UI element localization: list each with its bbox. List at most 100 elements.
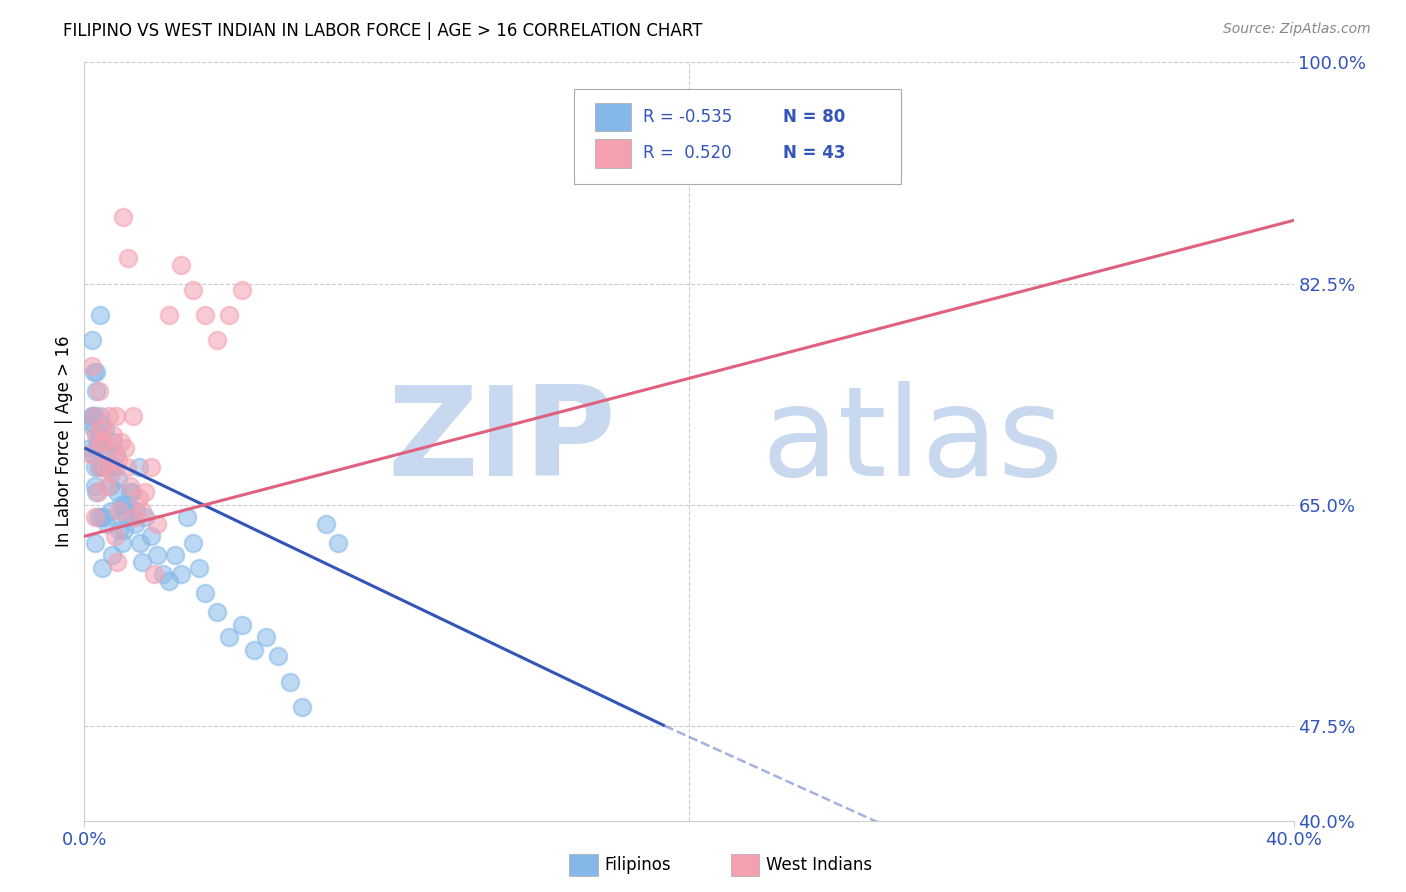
Point: [111, 535, 134, 549]
Point: [86, 365, 108, 379]
Point: [267, 649, 290, 664]
Point: [86, 485, 108, 500]
Point: [87, 428, 110, 442]
Point: [146, 548, 169, 563]
Point: [84, 459, 107, 474]
Point: [80, 359, 103, 373]
Point: [103, 428, 125, 442]
Point: [131, 555, 153, 569]
Point: [89, 434, 111, 449]
Point: [87, 434, 110, 449]
Point: [87, 459, 110, 474]
Point: [170, 567, 193, 582]
Text: Filipinos: Filipinos: [605, 856, 671, 874]
Text: N = 43: N = 43: [783, 145, 846, 162]
Point: [291, 700, 314, 714]
Point: [79, 441, 101, 455]
Point: [207, 334, 229, 348]
Point: [83, 409, 105, 424]
Point: [139, 459, 162, 474]
Point: [120, 485, 142, 500]
Point: [83, 422, 105, 436]
Point: [97, 409, 120, 424]
Point: [104, 529, 127, 543]
FancyBboxPatch shape: [595, 139, 631, 168]
Point: [181, 535, 204, 549]
Point: [100, 447, 122, 461]
Point: [114, 498, 136, 512]
Point: [218, 631, 240, 645]
Text: R = -0.535: R = -0.535: [643, 108, 733, 126]
Point: [194, 586, 217, 600]
Point: [96, 516, 118, 531]
Point: [124, 516, 146, 531]
Y-axis label: In Labor Force | Age > 16: In Labor Force | Age > 16: [55, 335, 73, 548]
Point: [117, 498, 139, 512]
Point: [83, 409, 105, 424]
Point: [107, 453, 129, 467]
Point: [194, 308, 217, 322]
Point: [152, 567, 174, 582]
Point: [112, 210, 135, 224]
Point: [181, 283, 204, 297]
Point: [115, 510, 138, 524]
Point: [110, 434, 132, 449]
Point: [115, 459, 138, 474]
Text: atlas: atlas: [762, 381, 1063, 502]
Point: [84, 535, 107, 549]
Text: Source: ZipAtlas.com: Source: ZipAtlas.com: [1223, 22, 1371, 37]
Point: [104, 409, 127, 424]
Point: [80, 409, 103, 424]
Point: [112, 523, 135, 537]
Point: [84, 510, 107, 524]
Point: [101, 466, 124, 480]
Point: [86, 485, 108, 500]
Point: [125, 504, 148, 518]
Point: [128, 491, 150, 506]
FancyBboxPatch shape: [574, 89, 901, 184]
Point: [82, 416, 104, 430]
Point: [90, 434, 112, 449]
Point: [110, 498, 132, 512]
Point: [93, 459, 115, 474]
Point: [94, 459, 117, 474]
Point: [94, 422, 117, 436]
Point: [176, 510, 198, 524]
Point: [254, 631, 277, 645]
Point: [278, 674, 301, 689]
Point: [114, 441, 136, 455]
Point: [98, 479, 121, 493]
Point: [86, 510, 108, 524]
Point: [188, 561, 211, 575]
Point: [121, 510, 143, 524]
Point: [82, 447, 104, 461]
Point: [91, 459, 114, 474]
Point: [91, 422, 114, 436]
Point: [105, 485, 128, 500]
Point: [117, 252, 139, 266]
Text: West Indians: West Indians: [766, 856, 872, 874]
Point: [89, 308, 111, 322]
Point: [129, 535, 152, 549]
Text: ZIP: ZIP: [388, 381, 616, 502]
Point: [87, 384, 110, 398]
Point: [93, 510, 115, 524]
Point: [83, 365, 105, 379]
Point: [170, 258, 193, 272]
Point: [91, 561, 114, 575]
Point: [143, 567, 166, 582]
Point: [100, 504, 122, 518]
Point: [218, 308, 240, 322]
Point: [105, 555, 128, 569]
Point: [134, 510, 156, 524]
Point: [97, 459, 120, 474]
Point: [94, 447, 117, 461]
Point: [146, 516, 169, 531]
Point: [86, 441, 108, 455]
Point: [103, 434, 125, 449]
Text: N = 80: N = 80: [783, 108, 845, 126]
Point: [90, 510, 112, 524]
Point: [120, 479, 142, 493]
Point: [315, 516, 337, 531]
Point: [89, 409, 111, 424]
